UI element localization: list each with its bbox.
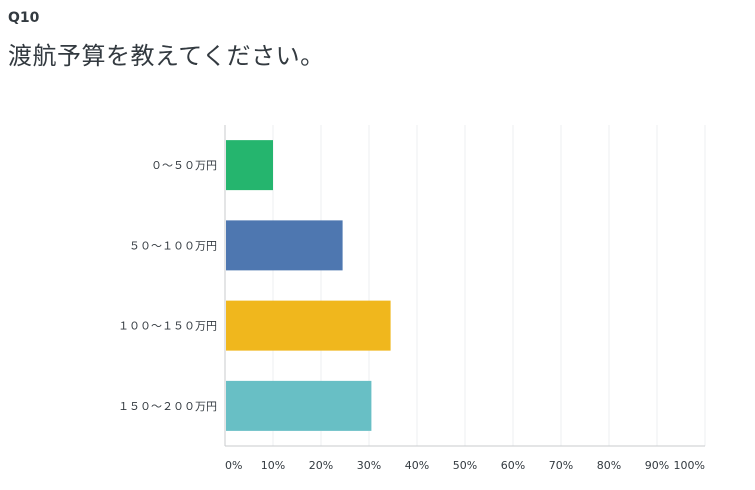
category-label: ０〜５０万円	[151, 159, 217, 172]
category-label: １５０〜２００万円	[118, 400, 217, 413]
x-tick-label: 50%	[453, 459, 477, 472]
x-tick-label: 10%	[261, 459, 285, 472]
x-tick-label: 40%	[405, 459, 429, 472]
x-tick-label: 70%	[549, 459, 573, 472]
bar[interactable]	[226, 380, 372, 431]
bar[interactable]	[226, 140, 273, 191]
category-labels: ０〜５０万円 ５０〜１００万円 １００〜１５０万円 １５０〜２００万円	[118, 159, 217, 413]
x-tick-labels: 0% 10% 20% 30% 40% 50% 60% 70% 80% 90% 100%	[225, 459, 705, 472]
category-label: ５０〜１００万円	[129, 239, 217, 252]
x-tick-label: 20%	[309, 459, 333, 472]
category-label: １００〜１５０万円	[118, 320, 217, 333]
chart-bars	[226, 140, 391, 431]
x-tick-label: 80%	[597, 459, 621, 472]
x-tick-label: 100%	[674, 459, 705, 472]
question-number: Q10	[8, 10, 40, 26]
x-tick-label: 30%	[357, 459, 381, 472]
chart-grid	[224, 125, 706, 447]
bar[interactable]	[226, 220, 343, 271]
x-tick-label: 0%	[225, 459, 242, 472]
x-tick-label: 60%	[501, 459, 525, 472]
bar[interactable]	[226, 300, 391, 351]
x-tick-label: 90%	[645, 459, 669, 472]
question-title: 渡航予算を教えてください。	[8, 42, 325, 70]
